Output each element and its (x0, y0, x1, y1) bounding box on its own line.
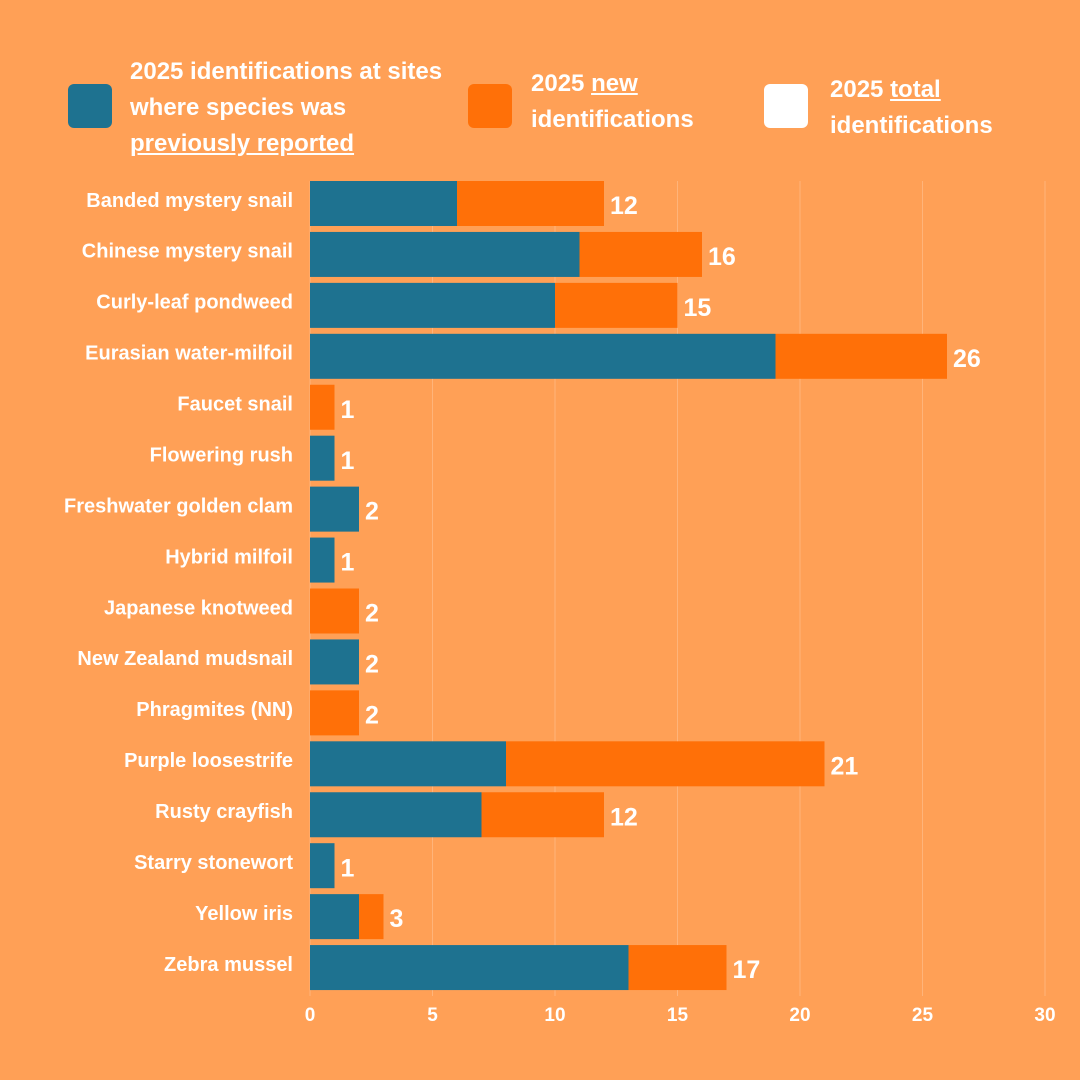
category-label: Banded mystery snail (86, 190, 293, 212)
category-label: Starry stonewort (134, 852, 293, 874)
x-tick-label: 20 (789, 1005, 810, 1026)
legend-swatch (764, 84, 808, 128)
bar-segment (310, 231, 580, 277)
bar-segment (310, 741, 506, 787)
bar-segment (775, 333, 947, 379)
category-label: Zebra mussel (164, 954, 293, 976)
category-label: Freshwater golden clam (64, 495, 293, 517)
total-label: 1 (341, 396, 355, 424)
legend-label: 2025 new identifications (531, 66, 741, 138)
bar-segment (310, 333, 776, 379)
bar-segment (555, 282, 678, 328)
total-label: 21 (831, 752, 859, 780)
category-label: Curly-leaf pondweed (96, 292, 293, 314)
category-label: Faucet snail (177, 394, 293, 416)
category-label: Purple loosestrife (124, 750, 293, 772)
total-label: 1 (341, 549, 355, 577)
category-label: Japanese knotweed (104, 597, 293, 619)
bar-segment (310, 588, 359, 634)
total-label: 17 (733, 956, 761, 984)
legend-swatch (68, 84, 112, 128)
legend-text: new (591, 70, 638, 97)
total-label: 16 (708, 243, 736, 271)
category-label: New Zealand mudsnail (77, 648, 293, 670)
legend-text: total (890, 76, 941, 103)
bar-segment (310, 537, 335, 583)
bar-segment (310, 792, 482, 838)
total-label: 15 (684, 294, 712, 322)
x-tick-label: 10 (544, 1005, 565, 1026)
bar-segment (310, 945, 629, 991)
bar-segment (310, 282, 555, 328)
bar-segment (310, 486, 359, 532)
category-label: Flowering rush (150, 444, 293, 466)
total-label: 1 (341, 447, 355, 475)
bar-segment (310, 894, 359, 940)
legend-text: identifications (830, 112, 993, 139)
bar-segment (310, 181, 457, 226)
bar-segment (310, 639, 359, 685)
legend-text: identifications (531, 106, 694, 133)
total-label: 2 (365, 651, 379, 679)
total-label: 1 (341, 854, 355, 882)
category-label: Phragmites (NN) (136, 699, 293, 721)
total-label: 3 (390, 905, 404, 933)
category-label: Chinese mystery snail (82, 241, 293, 263)
bar-segment (310, 435, 335, 481)
bar-segment (457, 181, 604, 226)
category-label: Eurasian water-milfoil (85, 343, 293, 365)
x-tick-label: 25 (912, 1005, 934, 1026)
legend-text: 2025 (830, 76, 884, 103)
bar-segment (310, 690, 359, 736)
legend-label: 2025 total identifications (830, 72, 1050, 144)
total-label: 12 (610, 803, 638, 831)
total-label: 2 (365, 701, 379, 729)
total-label: 2 (365, 498, 379, 526)
bar-segment (506, 741, 825, 787)
bar-segment (310, 384, 335, 430)
legend-text: 2025 identifications at sites where spec… (130, 58, 443, 121)
legend-text: 2025 (531, 70, 585, 97)
bar-segment (359, 894, 384, 940)
bar-segment (579, 231, 702, 277)
x-tick-label: 15 (667, 1005, 689, 1026)
category-label: Rusty crayfish (155, 801, 293, 823)
x-tick-label: 0 (305, 1005, 316, 1026)
bar-segment (628, 945, 727, 991)
x-tick-label: 30 (1034, 1005, 1055, 1026)
legend-text: previously reported (130, 130, 355, 157)
total-label: 2 (365, 600, 379, 628)
category-label: Yellow iris (195, 903, 293, 925)
x-tick-label: 5 (427, 1005, 438, 1026)
bar-segment (310, 843, 335, 889)
total-label: 12 (610, 192, 638, 220)
total-label: 26 (953, 345, 981, 373)
bar-segment (481, 792, 604, 838)
legend-swatch (468, 84, 512, 128)
category-label: Hybrid milfoil (165, 546, 293, 568)
legend-label: 2025 identifications at sites where spec… (130, 54, 450, 162)
